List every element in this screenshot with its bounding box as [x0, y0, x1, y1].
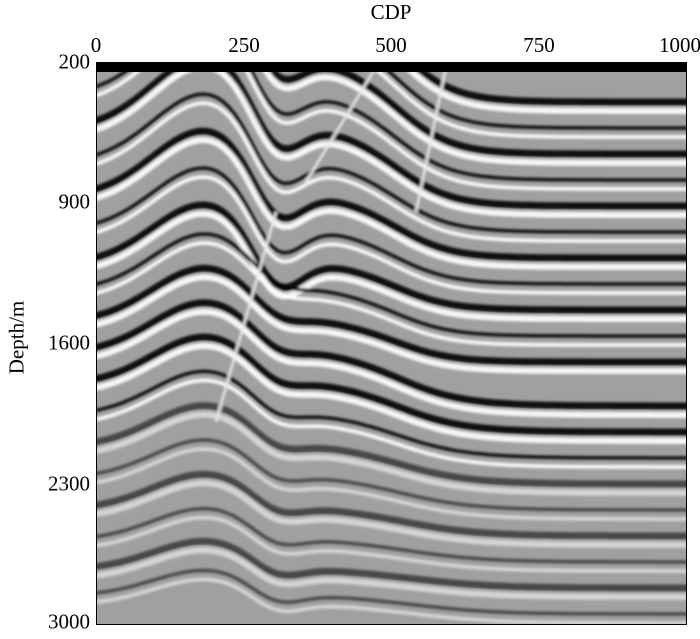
- x-tick-label: 500: [375, 33, 407, 57]
- reflector-peak: [397, 62, 687, 114]
- y-tick-label: 2300: [48, 471, 90, 496]
- reflector-peak: [96, 174, 687, 295]
- fault-reflection: [414, 66, 448, 213]
- reflector-peak: [96, 480, 687, 548]
- x-tick-label: 1000: [659, 33, 700, 57]
- reflector-trough: [96, 333, 687, 436]
- plot-frame: [96, 62, 687, 625]
- reflector-peak: [96, 547, 687, 600]
- reflector-peak: [96, 274, 687, 374]
- y-tick-label: 3000: [48, 609, 90, 634]
- reflector-trough: [96, 62, 687, 210]
- reflector-trough: [261, 62, 687, 158]
- y-tick-label: 1600: [48, 330, 90, 355]
- reflector-peak: [96, 62, 687, 166]
- reflector-trough: [96, 369, 687, 460]
- reflector-peak: [96, 308, 687, 418]
- reflector-trough: [375, 62, 687, 130]
- x-tick-label: 750: [523, 33, 555, 57]
- reflector-trough: [96, 92, 687, 234]
- x-tick-label: 0: [90, 33, 102, 57]
- reflector-peak: [96, 101, 687, 243]
- reflector-trough: [405, 62, 687, 106]
- reflector-trough: [96, 438, 687, 512]
- reflector-trough: [96, 568, 687, 616]
- reflector-trough: [96, 127, 687, 262]
- reflector-peak: [96, 240, 687, 347]
- reflector-peak: [96, 378, 687, 469]
- reflector-peak: [96, 577, 687, 625]
- x-tick-label: 250: [228, 33, 260, 57]
- reflector-trough: [96, 232, 687, 338]
- reflector-trough: [96, 201, 687, 314]
- x-axis-title: CDP: [370, 0, 412, 24]
- reflector-peak: [96, 446, 687, 521]
- reflector-trough: [96, 264, 687, 366]
- reflector-peak: [96, 210, 687, 322]
- reflector-peak: [96, 62, 687, 191]
- top-mute-band: [96, 62, 687, 72]
- fault-reflection: [214, 211, 278, 423]
- y-tick-label: 900: [58, 189, 91, 214]
- y-axis-title: Depth/m: [4, 300, 29, 375]
- reflector-peak: [363, 62, 687, 139]
- reflector-trough: [96, 62, 687, 182]
- reflector-trough: [96, 166, 687, 286]
- seismic-section: [96, 62, 687, 625]
- reflector-trough: [96, 299, 687, 410]
- reflector-trough: [96, 537, 687, 592]
- y-tick-label: 200: [58, 49, 91, 74]
- reflector-trough: [96, 506, 687, 564]
- reflector-peak: [96, 137, 687, 270]
- reflector-peak: [96, 411, 687, 496]
- reflector-trough: [96, 470, 687, 540]
- reflector-peak: [96, 515, 687, 573]
- reflector-trough: [96, 402, 687, 488]
- reflector-peak: [96, 342, 687, 444]
- fault-reflection: [304, 66, 378, 183]
